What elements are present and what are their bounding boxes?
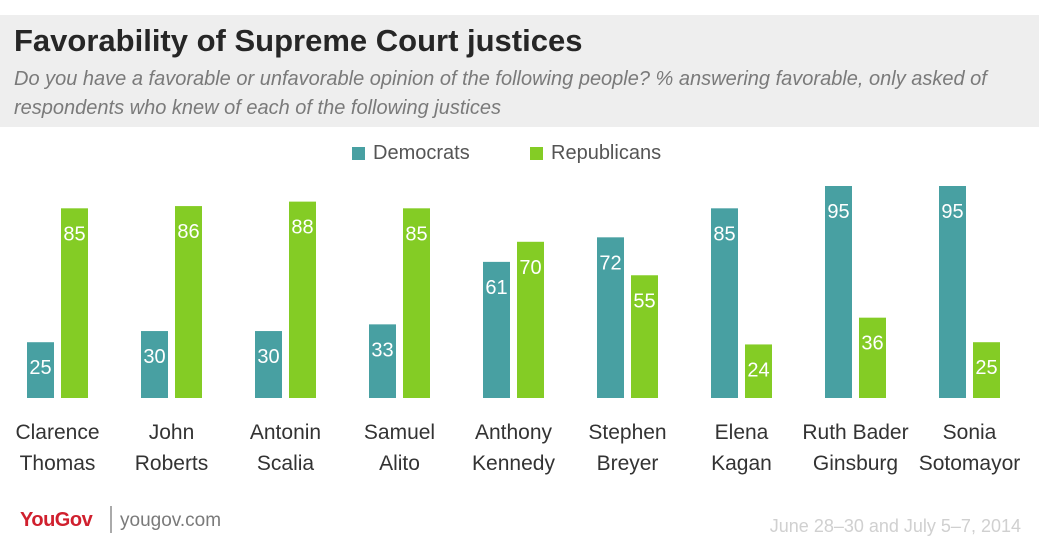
bar-democrats xyxy=(483,261,510,398)
category-label: Kennedy xyxy=(472,452,555,475)
legend-label-republicans: Republicans xyxy=(551,142,662,164)
legend-label-democrats: Democrats xyxy=(373,142,470,164)
bar-republicans xyxy=(745,344,772,398)
bar-democrats xyxy=(597,237,624,398)
data-label-republicans: 36 xyxy=(861,333,883,355)
data-label-democrats: 33 xyxy=(371,339,393,361)
data-label-democrats: 95 xyxy=(941,201,963,223)
bar-democrats xyxy=(27,342,54,398)
data-label-republicans: 70 xyxy=(519,257,541,279)
bar-republicans xyxy=(403,208,430,398)
bar-republicans xyxy=(289,201,316,398)
legend-item-democrats: Democrats xyxy=(352,142,470,165)
data-label-republicans: 86 xyxy=(177,221,199,243)
data-label-democrats: 72 xyxy=(599,252,621,274)
bar-democrats xyxy=(825,186,852,398)
legend-swatch-democrats xyxy=(352,147,365,160)
data-label-democrats: 30 xyxy=(143,346,165,368)
category-label: Kagan xyxy=(711,452,772,475)
chart-legend: Democrats Republicans xyxy=(0,142,1039,166)
category-label: Sotomayor xyxy=(919,452,1021,475)
footer-divider xyxy=(110,506,112,533)
data-label-democrats: 85 xyxy=(713,223,735,245)
data-label-democrats: 25 xyxy=(29,357,51,379)
data-label-republicans: 25 xyxy=(975,357,997,379)
category-label: Breyer xyxy=(597,452,659,475)
bar-republicans xyxy=(859,317,886,398)
footer-date: June 28–30 and July 5–7, 2014 xyxy=(769,516,1021,536)
chart-subtitle: Do you have a favorable or unfavorable o… xyxy=(14,68,987,119)
category-label: Clarence xyxy=(15,421,99,444)
category-label: Samuel xyxy=(364,421,435,444)
category-label: John xyxy=(149,421,195,444)
bar-democrats xyxy=(939,186,966,398)
category-label: Alito xyxy=(379,452,420,475)
bar-republicans xyxy=(517,241,544,398)
category-label: Elena xyxy=(715,421,769,444)
data-label-republicans: 88 xyxy=(291,217,313,239)
data-label-republicans: 24 xyxy=(747,359,769,381)
category-label: Ginsburg xyxy=(813,452,898,475)
bar-democrats xyxy=(369,324,396,398)
data-label-democrats: 95 xyxy=(827,201,849,223)
chart-header: Favorability of Supreme Court justices D… xyxy=(0,15,1039,127)
category-label: Thomas xyxy=(20,452,96,475)
category-label: Sonia xyxy=(943,421,997,444)
legend-swatch-republicans xyxy=(530,147,543,160)
bar-democrats xyxy=(141,331,168,398)
bar-republicans xyxy=(631,275,658,398)
data-label-republicans: 55 xyxy=(633,290,655,312)
data-label-democrats: 61 xyxy=(485,277,507,299)
legend-item-republicans: Republicans xyxy=(530,142,661,165)
category-label: Antonin xyxy=(250,421,321,444)
footer-url: yougov.com xyxy=(120,510,222,531)
data-label-democrats: 30 xyxy=(257,346,279,368)
category-label: Ruth Bader xyxy=(802,421,908,444)
data-label-republicans: 85 xyxy=(405,223,427,245)
bar-democrats xyxy=(255,331,282,398)
bar-democrats xyxy=(711,208,738,398)
category-label: Roberts xyxy=(135,452,209,475)
category-label: Scalia xyxy=(257,452,315,475)
bar-republicans xyxy=(973,342,1000,398)
bar-republicans xyxy=(175,206,202,398)
yougov-logo: YouGov xyxy=(20,509,93,531)
category-label: Anthony xyxy=(475,421,553,444)
bar-republicans xyxy=(61,208,88,398)
data-label-republicans: 85 xyxy=(63,223,85,245)
category-label: Stephen xyxy=(588,421,666,444)
chart-title: Favorability of Supreme Court justices xyxy=(14,23,583,58)
